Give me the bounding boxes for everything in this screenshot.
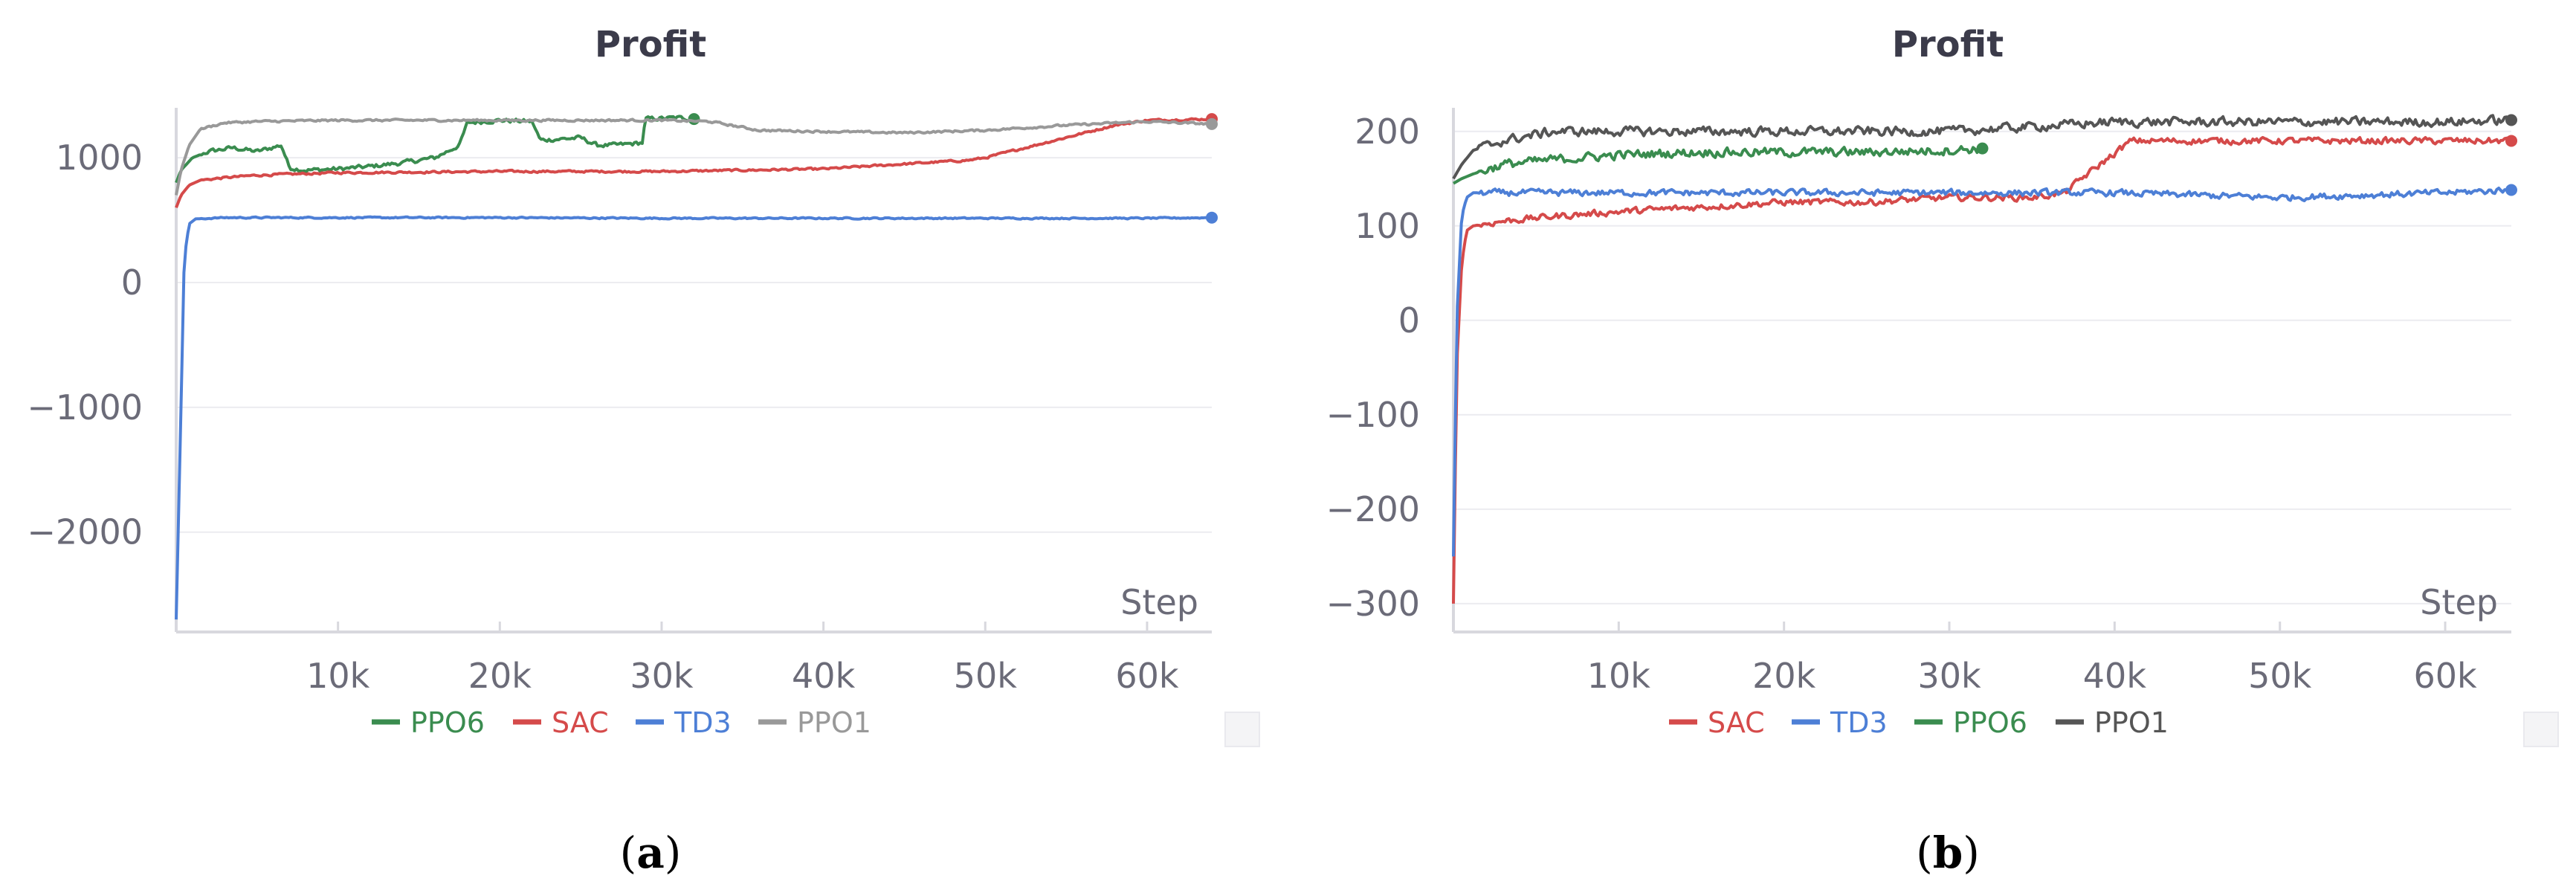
axes (175, 108, 1212, 633)
x-tick-label: 20k (468, 656, 532, 696)
series-end-point-ppo1 (1206, 117, 1218, 130)
chart-title: Profit (1892, 24, 2004, 65)
x-tick-label: 40k (2083, 656, 2147, 696)
scroll-handle[interactable] (1224, 712, 1260, 747)
legend-item-sac[interactable]: SAC (552, 706, 609, 739)
x-tick-label: 50k (2248, 656, 2312, 696)
y-tick-label: 1000 (56, 138, 143, 178)
series-end-point-td3 (2505, 184, 2517, 196)
x-tick-label: 20k (1752, 656, 1816, 696)
legend: SAC TD3 PPO6 PPO1 (1669, 706, 2169, 739)
legend-item-td3[interactable]: TD3 (1830, 706, 1888, 739)
series-line-ppo1 (175, 117, 1213, 196)
y-tick-labels: 1000 0 −1000 −2000 (27, 138, 143, 552)
y-tick-label: 0 (121, 262, 143, 303)
series-lines (1452, 114, 2517, 604)
y-tick-label: 200 (1355, 112, 1420, 152)
y-tick-label: −2000 (27, 512, 143, 552)
series-line-ppo6 (175, 114, 695, 184)
legend-item-ppo1[interactable]: PPO1 (2094, 706, 2169, 739)
series-end-point-td3 (1206, 211, 1218, 224)
series-line-ppo6 (1453, 143, 1984, 185)
x-tick-label: 60k (2413, 656, 2477, 696)
panel-b: Profit 200 100 0 −100 −200 −300 10k 20k 30k 40k 5… (1326, 24, 2559, 878)
series-end-point-ppo6 (1976, 142, 1989, 155)
x-axis-label: Step (1120, 582, 1198, 622)
x-tick-label: 50k (954, 656, 1018, 696)
x-tick-label: 10k (1587, 656, 1651, 696)
legend-item-ppo1[interactable]: PPO1 (797, 706, 871, 739)
x-tick-labels: 10k 20k 30k 40k 50k 60k (1587, 656, 2477, 696)
panel-caption: (a) (620, 828, 682, 878)
series-line-sac (1452, 135, 2513, 604)
legend: PPO6 SAC TD3 PPO1 (372, 706, 871, 739)
legend-item-ppo6[interactable]: PPO6 (1953, 706, 2027, 739)
scroll-handle[interactable] (2523, 712, 2559, 747)
series-line-td3 (1452, 187, 2513, 557)
y-tick-label: −300 (1326, 584, 1420, 624)
axes (1452, 108, 2511, 633)
x-tick-label: 10k (306, 656, 370, 696)
x-tick-marks (1617, 622, 2447, 632)
series-end-point-ppo1 (2505, 114, 2517, 126)
y-tick-label: −200 (1326, 489, 1420, 529)
legend-item-ppo6[interactable]: PPO6 (410, 706, 485, 739)
y-tick-label: 100 (1355, 206, 1420, 246)
series-line-td3 (175, 215, 1213, 620)
chart-title: Profit (595, 24, 706, 65)
x-tick-label: 30k (1917, 656, 1981, 696)
y-tick-label: −1000 (27, 387, 143, 428)
y-tick-label: −100 (1326, 395, 1420, 435)
x-tick-label: 30k (630, 656, 694, 696)
x-tick-marks (337, 622, 1149, 632)
legend-item-sac[interactable]: SAC (1708, 706, 1765, 739)
series-line-ppo1 (1452, 114, 2513, 180)
panel-caption: (b) (1916, 828, 1980, 878)
x-tick-label: 60k (1115, 656, 1179, 696)
series-lines (175, 113, 1218, 620)
legend-item-td3[interactable]: TD3 (674, 706, 732, 739)
series-end-point-sac (2505, 135, 2517, 147)
panel-a: Profit 1000 0 −1000 −2000 10k 20k 30k 40k 50k 60… (27, 24, 1260, 878)
x-tick-labels: 10k 20k 30k 40k 50k 60k (306, 656, 1179, 696)
grid (176, 157, 1212, 533)
y-tick-label: 0 (1398, 300, 1420, 341)
grid (1453, 130, 2511, 604)
x-axis-label: Step (2420, 582, 2498, 622)
y-tick-labels: 200 100 0 −100 −200 −300 (1326, 112, 1420, 624)
x-tick-label: 40k (792, 656, 856, 696)
series-line-sac (175, 117, 1213, 209)
